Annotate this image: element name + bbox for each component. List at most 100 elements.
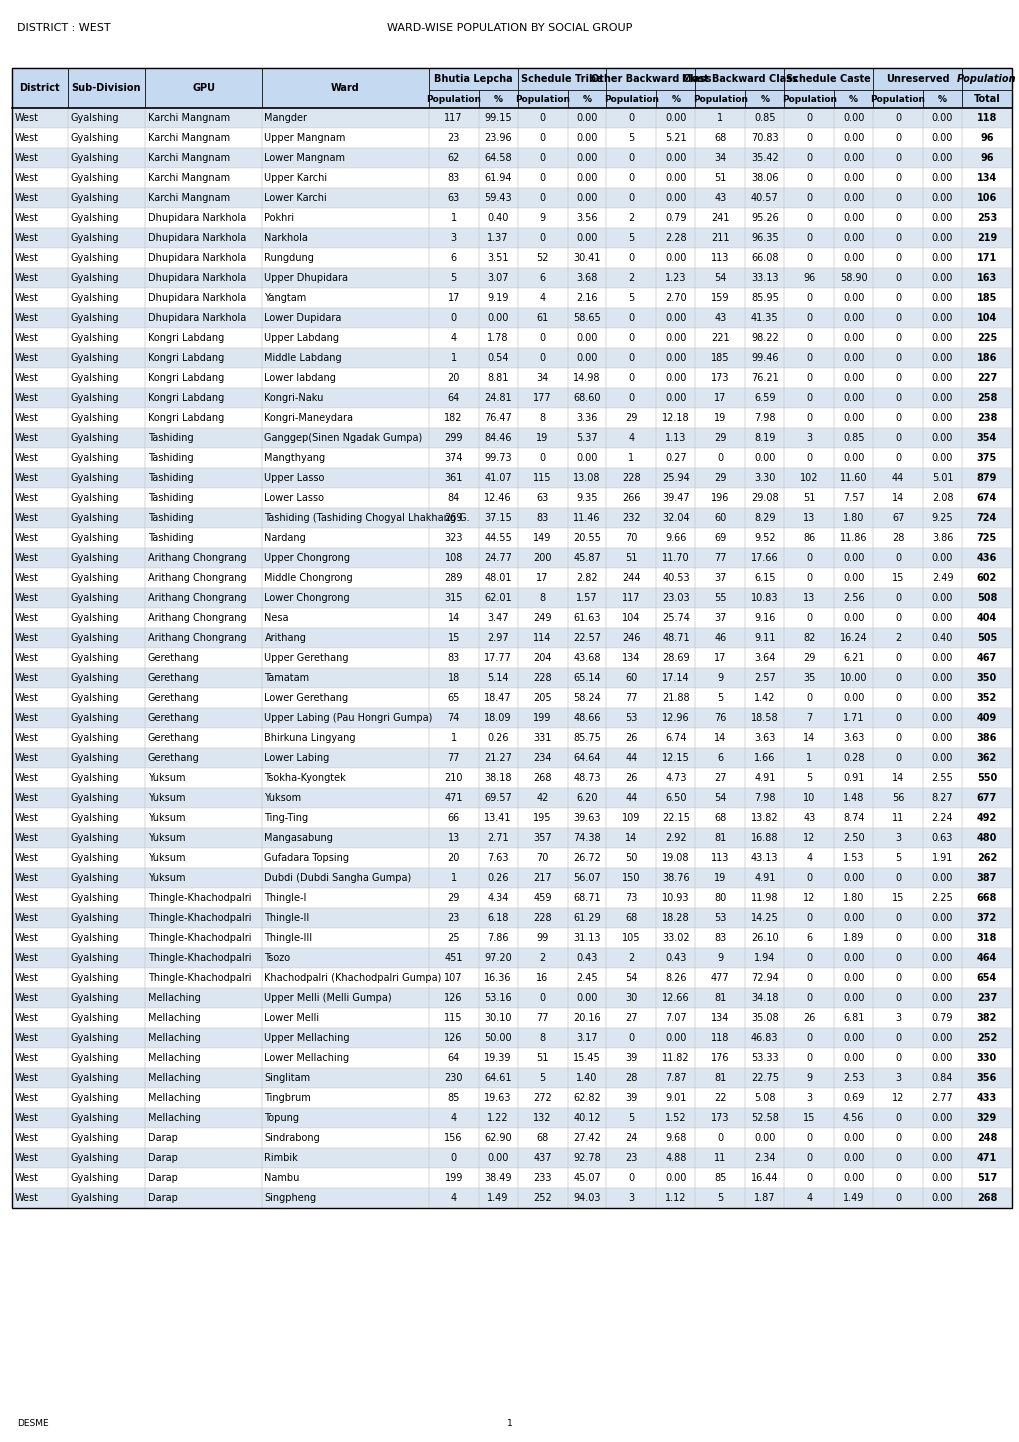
Bar [745,947,784,968]
Bar [695,428,745,448]
Text: 0.00: 0.00 [931,333,953,343]
Text: Thingle-III: Thingle-III [264,933,312,943]
Text: West: West [14,412,39,423]
Text: Thingle-II: Thingle-II [264,913,310,923]
Text: 0: 0 [894,1113,901,1123]
Bar [567,327,606,348]
Bar [872,169,922,187]
Text: Yuksum: Yuksum [148,773,185,783]
Bar [695,187,745,208]
Bar [262,327,428,348]
Bar [656,408,695,428]
Bar [428,609,478,629]
Text: 51: 51 [802,493,814,503]
Text: 67: 67 [891,513,904,523]
Text: 0: 0 [894,293,901,303]
Bar [656,588,695,609]
Bar [428,1028,478,1048]
Bar [145,988,262,1008]
Text: 0.79: 0.79 [664,213,686,224]
Bar [872,1107,922,1128]
Bar [478,1089,517,1107]
Text: 7.98: 7.98 [753,793,774,803]
Bar [428,268,478,288]
Bar [695,1089,745,1107]
Text: 1.66: 1.66 [753,753,774,763]
Bar [834,208,872,228]
Bar [12,647,67,668]
Text: 0.00: 0.00 [842,973,863,983]
Text: 437: 437 [533,1154,551,1164]
Bar [478,108,517,128]
Bar [656,508,695,528]
Bar [12,309,67,327]
Bar [67,808,145,828]
Text: 11: 11 [891,813,904,823]
Text: 76.21: 76.21 [750,373,777,384]
Bar [745,1028,784,1048]
Bar [12,448,1011,469]
Bar [695,848,745,868]
Bar [67,1089,145,1107]
Text: 2: 2 [894,633,901,643]
Bar [656,947,695,968]
Bar [606,268,656,288]
Bar [145,68,262,108]
Text: 5.01: 5.01 [931,473,953,483]
Text: 30.41: 30.41 [573,252,600,262]
Bar [606,929,656,947]
Text: Gyalshing: Gyalshing [70,513,118,523]
Bar [695,469,745,487]
Bar [745,1168,784,1188]
Text: 0.00: 0.00 [664,1172,686,1182]
Text: Dhupidara Narkhola: Dhupidara Narkhola [148,293,246,303]
Text: 14.98: 14.98 [573,373,600,384]
Bar [67,469,145,487]
Bar [478,609,517,629]
Bar [478,908,517,929]
Text: 0: 0 [805,572,811,583]
Bar [656,688,695,708]
Bar [145,528,262,548]
Text: 0.00: 0.00 [931,133,953,143]
Text: 25.74: 25.74 [661,613,689,623]
Bar [262,248,428,268]
Bar [922,1069,961,1089]
Bar [695,647,745,668]
Bar [145,548,262,568]
Text: 9.52: 9.52 [753,534,774,544]
Text: 4: 4 [805,1193,811,1203]
Text: Upper Dhupidara: Upper Dhupidara [264,273,348,283]
Bar [567,609,606,629]
Text: 48.66: 48.66 [573,712,600,722]
Text: Sindrabong: Sindrabong [264,1133,320,1144]
Text: 6.15: 6.15 [753,572,774,583]
Text: 0.00: 0.00 [842,153,863,163]
Text: 0: 0 [628,394,634,402]
Bar [12,568,1011,588]
Bar [784,448,834,469]
Text: 0.00: 0.00 [576,453,597,463]
Bar [606,108,656,128]
Bar [12,908,67,929]
Bar [872,508,922,528]
Text: 375: 375 [976,453,997,463]
Bar [656,828,695,848]
Text: 134: 134 [976,173,997,183]
Text: 54: 54 [713,273,726,283]
Text: 52: 52 [536,252,548,262]
Bar [784,528,834,548]
Text: 3.56: 3.56 [576,213,597,224]
Text: 19.08: 19.08 [661,854,689,862]
Bar [872,448,922,469]
Bar [12,388,67,408]
Bar [478,89,517,108]
Text: 0.00: 0.00 [931,1193,953,1203]
Text: Arithang Chongrang: Arithang Chongrang [148,633,247,643]
Bar [745,368,784,388]
Bar [12,528,67,548]
Text: 3.64: 3.64 [753,653,774,663]
Text: 2: 2 [539,953,545,963]
Text: 43: 43 [713,313,726,323]
Text: %: % [671,95,680,104]
